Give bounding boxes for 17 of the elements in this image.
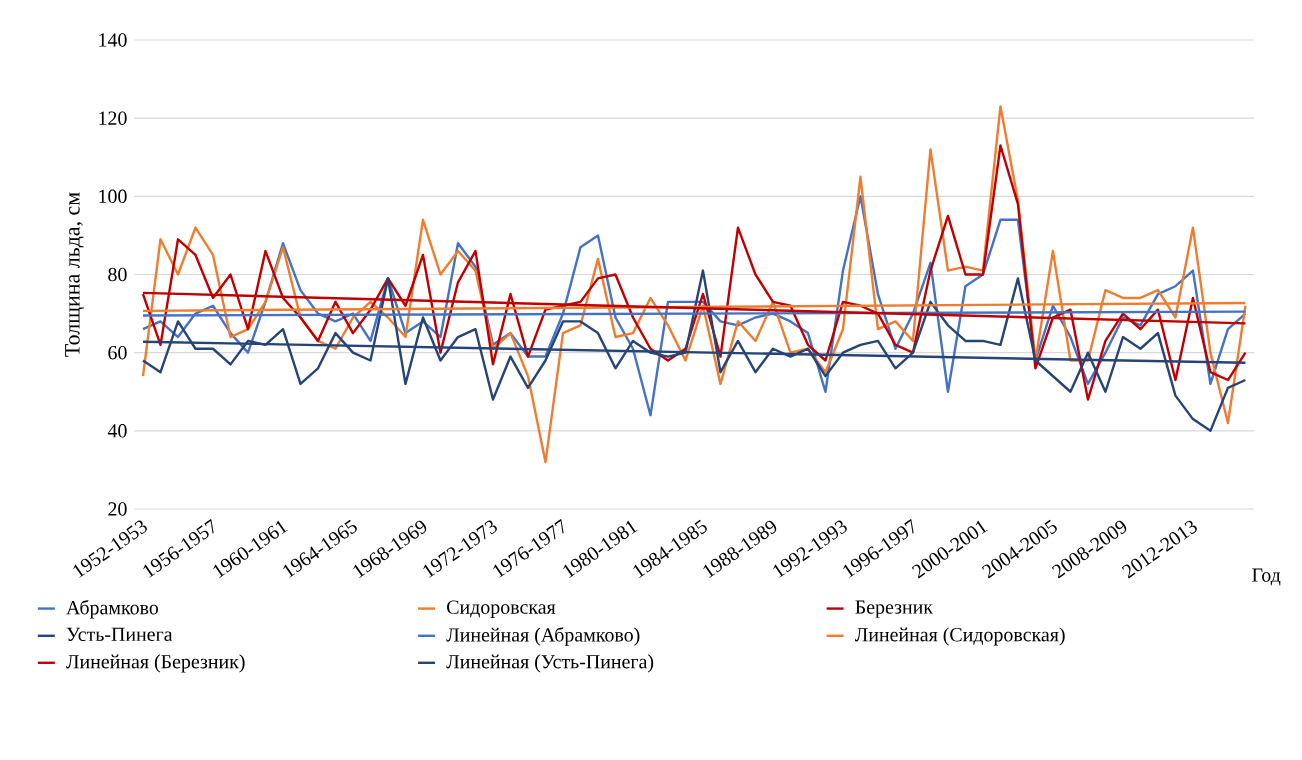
- y-tick-label: 140: [99, 33, 127, 47]
- legend-label: Сидоровская: [447, 600, 556, 618]
- y-tick-label: 40: [107, 424, 127, 438]
- y-axis-title: Толщина льда, см: [65, 192, 85, 357]
- legend-label: Линейная (Сидоровская): [854, 627, 1065, 646]
- legend-label: Абрамково: [66, 599, 159, 619]
- x-axis-title: Год: [1252, 568, 1281, 586]
- y-tick-label: 80: [108, 267, 127, 282]
- legend-label: Линейная (Абрамково): [446, 627, 640, 646]
- y-tick-label: 20: [108, 502, 127, 516]
- legend-label: Березник: [855, 600, 934, 618]
- y-tick-label: 60: [108, 345, 127, 360]
- legend-label: Линейная (Березник): [66, 654, 245, 673]
- legend-label: Линейная (Усть-Пинега): [446, 654, 654, 673]
- legend-label: Усть-Пинега: [66, 627, 173, 641]
- y-tick-label: 100: [99, 189, 127, 204]
- y-tick-label: 120: [99, 111, 127, 125]
